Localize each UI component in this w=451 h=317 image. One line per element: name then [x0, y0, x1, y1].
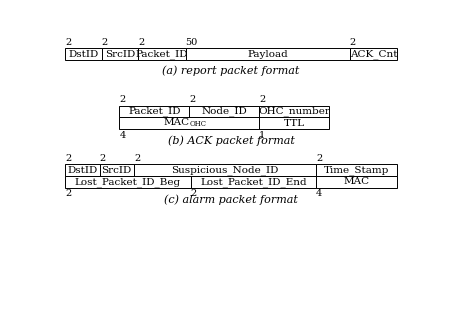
Text: TTL: TTL [284, 119, 304, 128]
Text: 2: 2 [101, 38, 108, 47]
FancyBboxPatch shape [191, 176, 316, 188]
Text: 50: 50 [185, 38, 198, 47]
Text: OHC_number: OHC_number [258, 107, 330, 116]
Text: 2: 2 [65, 154, 71, 163]
Text: 2: 2 [138, 38, 144, 47]
Text: 2: 2 [134, 154, 140, 163]
FancyBboxPatch shape [185, 48, 350, 60]
Text: MAC: MAC [163, 118, 189, 127]
Text: (b) ACK packet format: (b) ACK packet format [168, 136, 295, 146]
Text: 1: 1 [259, 131, 266, 139]
Text: 2: 2 [65, 38, 71, 47]
FancyBboxPatch shape [138, 48, 185, 60]
Text: (a) report packet format: (a) report packet format [162, 65, 300, 76]
Text: OHC: OHC [189, 120, 206, 128]
FancyBboxPatch shape [65, 176, 191, 188]
Text: SrcID: SrcID [101, 165, 132, 175]
Text: Packet_ID: Packet_ID [136, 49, 188, 59]
FancyBboxPatch shape [119, 106, 189, 117]
Text: DstID: DstID [68, 50, 98, 59]
FancyBboxPatch shape [350, 48, 397, 60]
FancyBboxPatch shape [259, 106, 329, 117]
FancyBboxPatch shape [316, 164, 397, 176]
Text: Suspicious_Node_ID: Suspicious_Node_ID [171, 165, 279, 175]
Text: Lost_Packet_ID_Beg: Lost_Packet_ID_Beg [75, 177, 181, 187]
Text: MAC: MAC [344, 177, 370, 186]
Text: 4: 4 [119, 131, 125, 139]
Text: ACK_Cnt: ACK_Cnt [350, 49, 397, 59]
FancyBboxPatch shape [189, 106, 259, 117]
Text: 2: 2 [316, 154, 322, 163]
Text: 2: 2 [119, 95, 125, 104]
Text: 2: 2 [100, 154, 106, 163]
FancyBboxPatch shape [316, 176, 397, 188]
FancyBboxPatch shape [101, 48, 138, 60]
Text: Time_Stamp: Time_Stamp [324, 165, 389, 175]
FancyBboxPatch shape [119, 117, 259, 129]
Text: Node_ID: Node_ID [201, 107, 247, 116]
Text: 4: 4 [316, 189, 322, 198]
FancyBboxPatch shape [100, 164, 134, 176]
Text: DstID: DstID [67, 165, 97, 175]
Text: (c) alarm packet format: (c) alarm packet format [164, 195, 298, 205]
Text: Lost_Packet_ID_End: Lost_Packet_ID_End [200, 177, 307, 187]
Text: SrcID: SrcID [105, 50, 135, 59]
FancyBboxPatch shape [134, 164, 316, 176]
Text: 2: 2 [189, 95, 195, 104]
Text: 2: 2 [350, 38, 356, 47]
FancyBboxPatch shape [65, 164, 100, 176]
Text: Payload: Payload [247, 50, 288, 59]
Text: 2: 2 [191, 189, 197, 198]
Text: Packet_ID: Packet_ID [128, 107, 180, 116]
Text: 2: 2 [259, 95, 265, 104]
FancyBboxPatch shape [65, 48, 101, 60]
FancyBboxPatch shape [259, 117, 329, 129]
Text: 2: 2 [65, 189, 71, 198]
